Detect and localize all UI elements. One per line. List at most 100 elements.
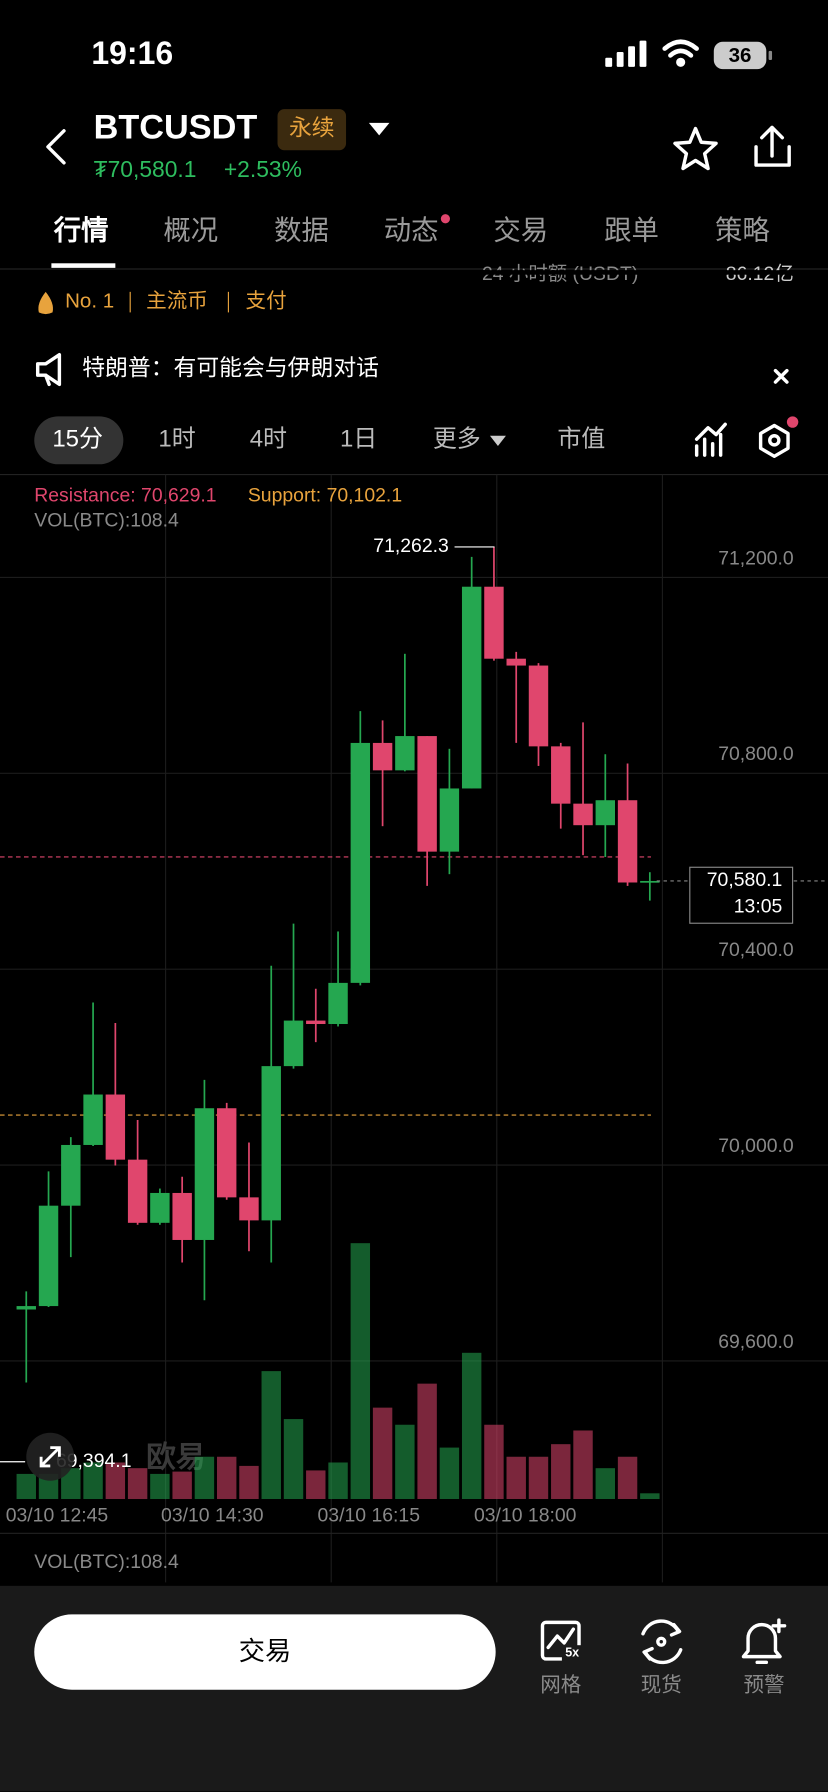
tab[interactable]: 动态 xyxy=(384,215,439,246)
interval[interactable]: 1日 xyxy=(340,426,377,453)
tab[interactable]: 数据 xyxy=(274,215,329,246)
candle-body xyxy=(551,746,571,804)
volume-bar xyxy=(16,1473,36,1500)
volume-bar xyxy=(350,1243,371,1500)
interval-pill xyxy=(34,416,124,465)
tool-label[interactable]: 网格 xyxy=(540,1674,582,1697)
badge: 永续 xyxy=(289,115,335,141)
volume-bar xyxy=(395,1424,415,1500)
close-news[interactable] xyxy=(773,368,789,384)
candle-body xyxy=(38,1205,59,1307)
candle-body xyxy=(306,1020,326,1025)
volume-bar xyxy=(172,1471,192,1500)
volume-bar xyxy=(417,1383,437,1500)
tool-label[interactable]: 预警 xyxy=(743,1674,784,1697)
volume-bar xyxy=(283,1419,304,1500)
volume-bar xyxy=(83,1462,103,1500)
back-button[interactable] xyxy=(46,129,66,165)
candle-body xyxy=(506,658,526,666)
volume-bar xyxy=(239,1465,259,1500)
badge-bg xyxy=(277,109,347,151)
tab[interactable]: 跟单 xyxy=(604,215,659,246)
candle-body xyxy=(150,1192,170,1223)
x-tick-label: 03/10 12:45 xyxy=(6,1504,109,1526)
tag: 支付 xyxy=(246,290,287,313)
candle-body xyxy=(617,800,638,883)
symbol-dropdown[interactable] xyxy=(368,122,390,136)
candle-body xyxy=(283,1020,304,1067)
volume-bar xyxy=(306,1470,326,1500)
share-button[interactable] xyxy=(754,125,791,167)
candle-body xyxy=(595,800,616,826)
candle-body xyxy=(350,742,371,983)
candle-body xyxy=(372,742,393,771)
battery-tip xyxy=(768,50,773,61)
status-time: 19:16 xyxy=(91,35,173,71)
y-tick-label: 71,200.0 xyxy=(718,547,794,569)
candle-body xyxy=(16,1306,36,1310)
candle-body xyxy=(417,736,437,852)
y-tick-label: 70,400.0 xyxy=(718,939,794,961)
tool-label[interactable]: 现货 xyxy=(641,1674,682,1697)
indicator-button[interactable] xyxy=(694,422,727,457)
announcement-icon xyxy=(35,352,62,387)
volume-bar xyxy=(194,1456,215,1500)
interval[interactable]: 更多 xyxy=(433,426,481,453)
vol-label: VOL(BTC):108.4 xyxy=(34,1551,179,1573)
crop-mask xyxy=(0,270,828,275)
more-dropdown[interactable] xyxy=(489,435,506,447)
trade-button-label[interactable]: 交易 xyxy=(239,1636,292,1666)
candle-body xyxy=(239,1197,259,1221)
candle-body xyxy=(461,586,482,789)
volume-bar xyxy=(595,1468,616,1500)
interval[interactable]: 市值 xyxy=(557,426,605,453)
volume-bar xyxy=(528,1456,549,1500)
grid-badge: 5x xyxy=(565,1646,579,1660)
tab[interactable]: 行情 xyxy=(53,215,109,246)
volume-bar xyxy=(150,1473,170,1500)
alert-tool-icon[interactable] xyxy=(741,1618,787,1665)
volume-bar xyxy=(640,1493,660,1500)
tab[interactable]: 概况 xyxy=(163,215,218,246)
battery-level: 36 xyxy=(729,44,752,67)
candle-body xyxy=(172,1192,192,1240)
grid-tool-icon[interactable] xyxy=(540,1620,581,1661)
trade-button[interactable] xyxy=(34,1614,496,1690)
expand-icon[interactable] xyxy=(39,1446,61,1468)
volume-bar xyxy=(484,1424,504,1500)
notification-dot xyxy=(440,214,450,224)
interval[interactable]: 1时 xyxy=(158,426,195,453)
volume-bar xyxy=(328,1462,348,1500)
candle-body xyxy=(640,880,660,883)
volume-bar xyxy=(61,1468,81,1500)
y-tick-label: 69,600.0 xyxy=(718,1331,794,1353)
tab[interactable]: 交易 xyxy=(493,215,548,246)
news[interactable]: 特朗普：有可能会与伊朗对话 xyxy=(82,355,379,381)
volume-bar xyxy=(261,1371,281,1500)
spot-tool-icon[interactable] xyxy=(641,1619,683,1665)
header-change: +2.53% xyxy=(224,156,302,182)
volume-bar xyxy=(573,1430,593,1500)
y-tick-label: 70,000.0 xyxy=(718,1135,794,1157)
volume-bar xyxy=(372,1407,393,1500)
x-tick-label: 03/10 16:15 xyxy=(317,1504,420,1526)
volume-bar xyxy=(617,1456,638,1500)
header-price: ₮70,580.1 xyxy=(94,156,197,182)
tab[interactable]: 策略 xyxy=(715,215,770,246)
rank: No. 1 xyxy=(65,290,114,313)
notification-dot xyxy=(786,416,799,428)
interval[interactable]: 15分 xyxy=(52,426,103,453)
volume-bar xyxy=(506,1456,526,1500)
candle-body xyxy=(573,803,593,826)
settings-button[interactable] xyxy=(758,423,790,459)
wifi-icon xyxy=(662,39,699,67)
candle-body xyxy=(127,1159,148,1223)
last-price-label: 70,580.1 xyxy=(707,869,783,891)
candlestick-chart: 69,600.0 70,000.0 70,400.0 70,800.0 71,200.0… xyxy=(0,474,828,1583)
volume-bar xyxy=(551,1444,571,1500)
volume-bar xyxy=(105,1462,126,1500)
interval[interactable]: 4时 xyxy=(250,426,287,453)
favorite-button[interactable] xyxy=(673,126,718,171)
battery-icon xyxy=(713,41,767,70)
